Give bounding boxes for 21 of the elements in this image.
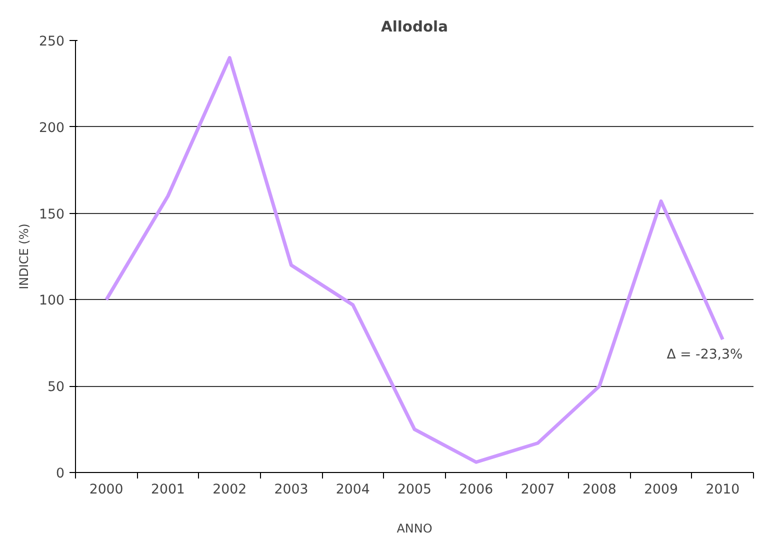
y-tick-label: 0 [56,466,65,482]
y-tick-label: 50 [48,380,65,396]
x-axis-title: ANNO [396,522,432,536]
x-tick-label: 2006 [459,482,494,498]
x-tick-label: 2009 [644,482,678,498]
y-tick-label: 250 [39,34,65,50]
x-tick-label: 2000 [89,482,124,498]
annotation: Δ = -23,3% [666,347,743,362]
y-tick-label: 200 [39,120,65,136]
x-tick-label: 2001 [150,482,185,498]
x-tick-label: 2004 [336,482,370,498]
chart-title: Allodola [381,18,448,36]
x-tick-label: 2002 [212,482,247,498]
x-tick-label: 2010 [706,482,740,498]
x-tick-label: 2003 [274,482,308,498]
y-tick-label: 100 [39,294,65,309]
y-tick-label: 150 [39,207,65,222]
y-axis-title: INDICE (%) [17,224,32,290]
x-tick-label: 2005 [398,482,432,498]
x-tick-label: 2008 [582,482,616,498]
x-tick-label: 2007 [520,482,555,498]
